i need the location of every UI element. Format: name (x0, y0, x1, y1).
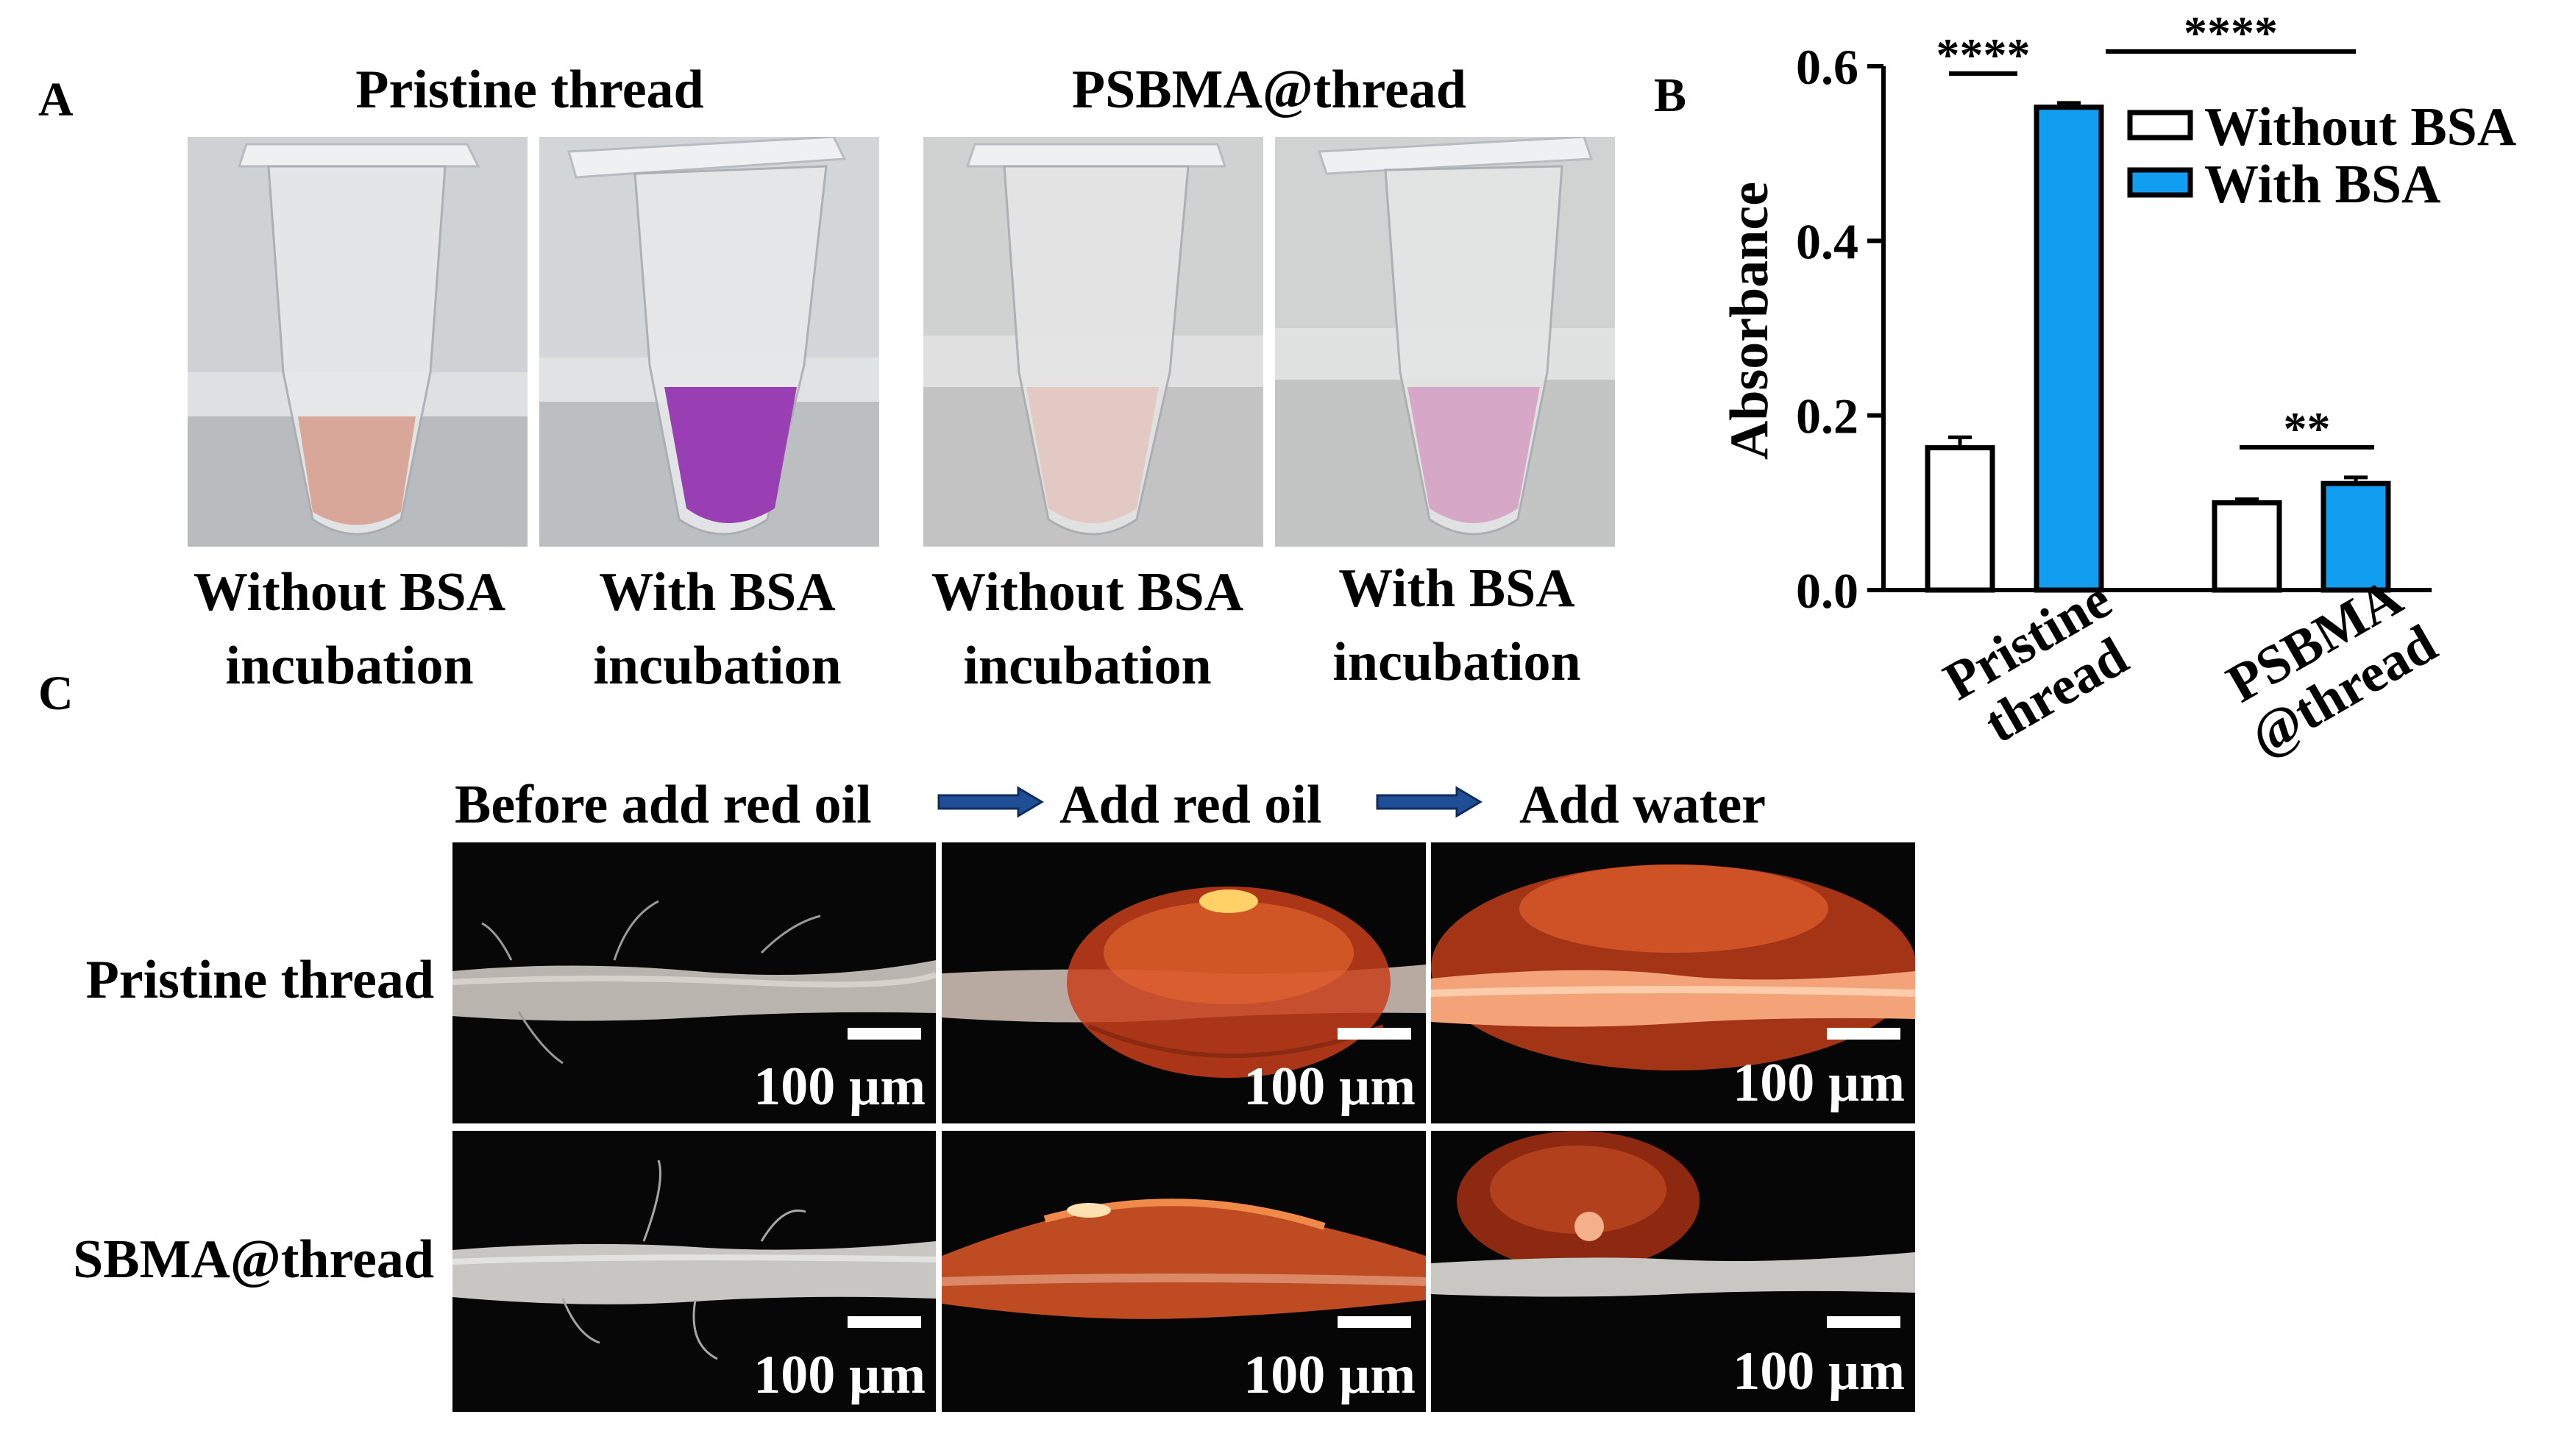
scale-bar (1338, 1028, 1411, 1040)
tube-photo (1275, 137, 1615, 547)
tube-caption: Without BSA incubation (896, 555, 1279, 703)
y-axis-label: Absorbance (1719, 182, 1780, 460)
y-tick-label: 0.6 (1796, 39, 1858, 95)
micrograph-image (1431, 1131, 1915, 1412)
scale-bar (1827, 1316, 1900, 1328)
group-title-psbma: PSBMA@thread (1071, 60, 1467, 120)
micrograph-image (942, 842, 1426, 1123)
tube-caption-line1: Without BSA (193, 562, 506, 622)
scale-label: 100 µm (753, 1345, 926, 1405)
x-category-label: PSBMA@thread (2217, 567, 2446, 768)
scale-label: 100 µm (753, 1057, 926, 1117)
legend-swatch (2127, 167, 2193, 198)
column-title: Add red oil (1059, 775, 1322, 835)
micrograph: 100 µm (1431, 842, 1915, 1123)
micrograph-image (1431, 842, 1915, 1123)
tube-image (1275, 137, 1615, 547)
tube-caption-line1: With BSA (1338, 558, 1575, 619)
tube-image (188, 137, 528, 547)
panel-c-letter: C (38, 667, 74, 720)
tube-caption-line2: incubation (225, 636, 474, 696)
arrow-icon (1376, 786, 1483, 818)
legend-label: Without BSA (2204, 97, 2516, 157)
micrograph: 100 µm (942, 842, 1426, 1123)
tube-image (923, 137, 1263, 547)
tube-liquid (1026, 387, 1159, 523)
row-label: SBMA@thread (73, 1229, 434, 1290)
scale-bar (1338, 1316, 1411, 1328)
tube-caption: With BSA incubation (1265, 552, 1648, 699)
tube-liquid (298, 416, 416, 525)
y-tick-label: 0.2 (1796, 388, 1858, 444)
micrograph-image (942, 1131, 1426, 1412)
scale-bar (848, 1028, 921, 1040)
tube-photo (923, 137, 1263, 547)
tube-image (539, 137, 879, 547)
group-title-pristine: Pristine thread (355, 60, 704, 120)
significance-label: **** (2184, 15, 2278, 59)
tube-caption: With BSA incubation (526, 555, 909, 703)
scale-bar (848, 1316, 921, 1328)
scale-bar (1827, 1028, 1900, 1040)
tube-photo (188, 137, 528, 547)
tube-caption-line2: incubation (593, 636, 842, 696)
significance-label: **** (1936, 29, 2031, 81)
bar (1925, 445, 1995, 593)
column-title: Add water (1519, 775, 1766, 835)
scale-label: 100 µm (1733, 1053, 1905, 1113)
y-tick-label: 0.0 (1796, 563, 1858, 619)
micrograph: 100 µm (452, 1131, 936, 1412)
y-tick-label: 0.4 (1796, 213, 1858, 269)
arrow-icon (937, 786, 1044, 818)
tube-caption: Without BSA incubation (158, 555, 541, 703)
micrograph: 100 µm (1431, 1131, 1915, 1412)
tube-caption-line2: incubation (963, 636, 1212, 696)
legend-swatch (2127, 110, 2193, 141)
panel-b-letter: B (1654, 68, 1687, 122)
tube-caption-line2: incubation (1332, 632, 1581, 692)
panel-a-letter: A (38, 73, 74, 127)
row-label: Pristine thread (85, 950, 434, 1010)
significance-label: ** (2284, 402, 2331, 455)
column-title: Before add red oil (455, 775, 872, 835)
micrograph: 100 µm (942, 1131, 1426, 1412)
tube-liquid (1407, 387, 1540, 523)
tube-photo (539, 137, 879, 547)
micrograph-image (452, 842, 936, 1123)
legend-label: With BSA (2204, 155, 2440, 215)
bar (2034, 104, 2104, 593)
bar (2321, 480, 2391, 593)
micrograph: 100 µm (452, 842, 936, 1123)
bar (2212, 500, 2282, 593)
tube-caption-line1: With BSA (599, 562, 836, 622)
scale-label: 100 µm (1243, 1057, 1416, 1117)
tube-liquid (664, 387, 797, 523)
scale-label: 100 µm (1733, 1341, 1905, 1402)
scale-label: 100 µm (1243, 1345, 1416, 1405)
micrograph-image (452, 1131, 936, 1412)
tube-caption-line1: Without BSA (931, 562, 1244, 622)
